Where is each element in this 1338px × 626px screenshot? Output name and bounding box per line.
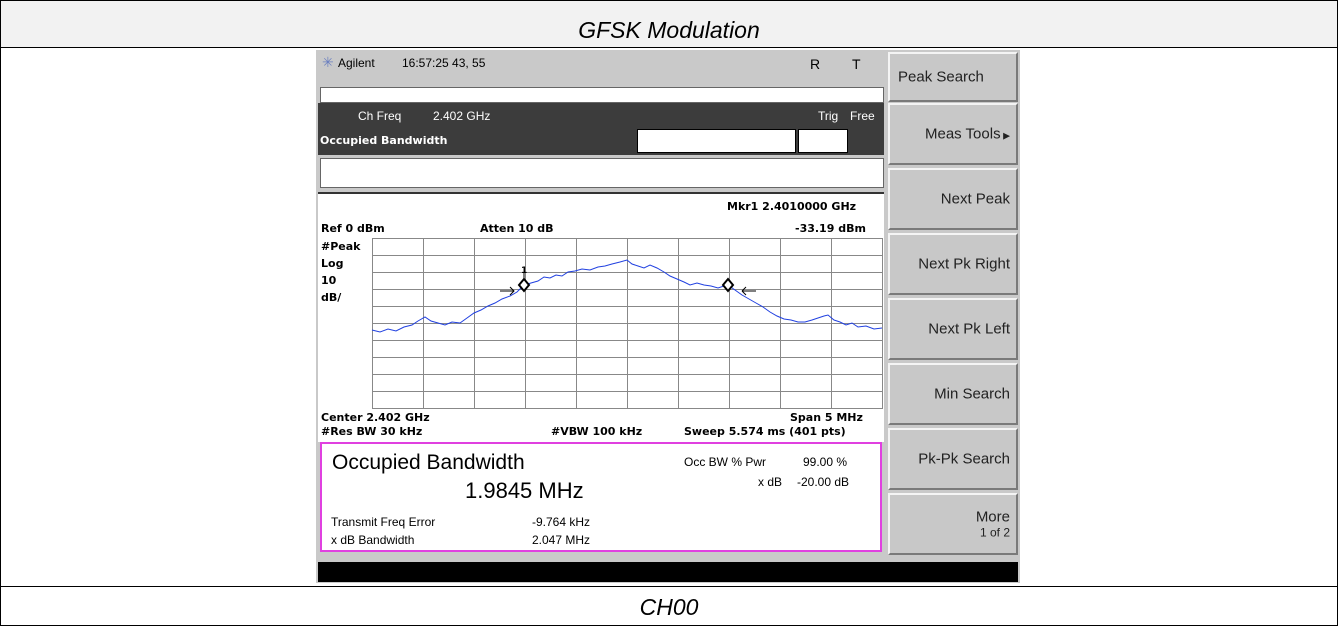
softkey-label: Meas Tools ▶ bbox=[925, 126, 1010, 143]
softkey-text: Meas Tools bbox=[924, 125, 1001, 143]
result-title: Occupied Bandwidth bbox=[332, 451, 525, 474]
atten: Atten 10 dB bbox=[480, 222, 554, 235]
span: Span 5 MHz bbox=[790, 411, 863, 424]
meas-name: Occupied Bandwidth bbox=[320, 134, 448, 147]
res-bw: #Res BW 30 kHz bbox=[321, 425, 423, 438]
tfe-value: -9.764 kHz bbox=[532, 515, 591, 529]
softkey[interactable]: Pk-Pk Search bbox=[888, 428, 1018, 490]
white-bar bbox=[320, 87, 884, 103]
result-box bbox=[320, 442, 882, 552]
softkey[interactable]: Next Pk Left bbox=[888, 298, 1018, 360]
occ-label: Occ BW % Pwr bbox=[684, 455, 767, 469]
marker-freq: Mkr1 2.4010000 GHz bbox=[727, 200, 857, 213]
sweep: Sweep 5.574 ms (401 pts) bbox=[684, 425, 846, 438]
marker-diamond bbox=[517, 277, 531, 293]
softkey-text: More bbox=[975, 508, 1010, 526]
softkey[interactable]: Min Search bbox=[888, 363, 1018, 425]
header-row bbox=[1, 1, 1337, 48]
ref-level: Ref 0 dBm bbox=[321, 222, 385, 235]
softkey[interactable]: Meas Tools ▶ bbox=[888, 103, 1018, 165]
graph-area bbox=[318, 192, 884, 442]
trig-label: Trig bbox=[818, 109, 839, 123]
softkey-page: 1 of 2 bbox=[979, 525, 1010, 540]
ch-freq-label: Ch Freq bbox=[358, 109, 402, 123]
vbw: #VBW 100 kHz bbox=[551, 425, 643, 438]
marker-level: -33.19 dBm bbox=[795, 222, 866, 235]
footer-line bbox=[1, 586, 1337, 587]
xbw-label: x dB Bandwidth bbox=[331, 533, 415, 547]
marker-arrow-left bbox=[741, 286, 756, 296]
submenu-arrow: ▶ bbox=[1000, 130, 1010, 141]
input-box bbox=[637, 129, 796, 153]
softkey-label: Next Pk Right bbox=[918, 255, 1010, 273]
softkey[interactable]: More 1 of 2 bbox=[888, 493, 1018, 555]
scale-label: Log bbox=[321, 257, 344, 270]
tfe-label: Transmit Freq Error bbox=[331, 515, 436, 529]
time: 16:57:25 43, 55 bbox=[402, 56, 486, 70]
xdb-value: -20.00 dB bbox=[797, 475, 850, 489]
softkey-label: Next Peak bbox=[940, 190, 1010, 208]
header-title: GFSK Modulation bbox=[578, 17, 760, 43]
result-value: 1.9845 MHz bbox=[465, 478, 584, 503]
scale-label: #Peak bbox=[321, 240, 361, 253]
softkey-label: Next Pk Left bbox=[928, 320, 1010, 338]
softkey[interactable]: Next Peak bbox=[888, 168, 1018, 230]
brand-icon: ✳ bbox=[322, 54, 334, 70]
softkey-label: More 1 of 2 bbox=[976, 509, 1010, 540]
footer-label: CH00 bbox=[639, 594, 699, 620]
center-freq: Center 2.402 GHz bbox=[321, 411, 430, 424]
marker-number: 1 bbox=[521, 266, 528, 276]
brand: Agilent bbox=[338, 56, 375, 70]
scale-label: dB/ bbox=[321, 291, 342, 304]
input-box-small bbox=[798, 129, 848, 153]
xbw-value: 2.047 MHz bbox=[532, 533, 591, 547]
scale-label: 10 bbox=[321, 274, 337, 287]
status-line bbox=[318, 562, 1018, 582]
xdb-label: x dB bbox=[758, 475, 783, 489]
message-area bbox=[320, 158, 884, 188]
softkey-label: Peak Search bbox=[898, 68, 984, 86]
status-t: T bbox=[852, 56, 861, 72]
marker-arrow-right bbox=[500, 286, 515, 296]
occ-value: 99.00 % bbox=[803, 455, 848, 469]
marker-diamond bbox=[721, 277, 735, 293]
ch-freq: 2.402 GHz bbox=[433, 109, 491, 123]
spectrum-trace bbox=[371, 259, 883, 333]
trig: Free bbox=[850, 109, 875, 123]
softkey-label: Pk-Pk Search bbox=[918, 450, 1010, 468]
grid bbox=[372, 238, 883, 409]
status-r: R bbox=[810, 56, 821, 72]
softkey[interactable]: Next Pk Right bbox=[888, 233, 1018, 295]
softkey[interactable]: Peak Search bbox=[888, 52, 1018, 102]
softkey-label: Min Search bbox=[934, 385, 1010, 403]
